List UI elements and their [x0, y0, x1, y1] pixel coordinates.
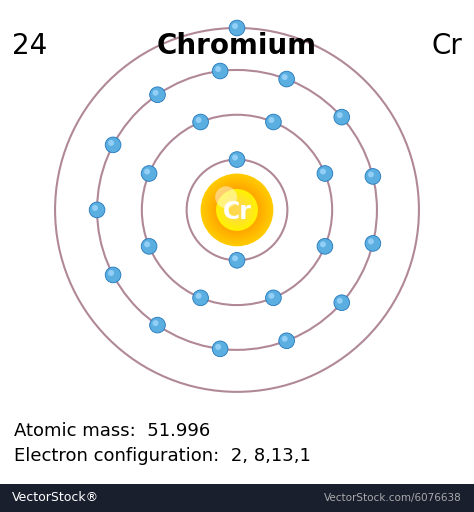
Circle shape	[193, 290, 209, 306]
Circle shape	[209, 182, 265, 238]
Circle shape	[317, 239, 333, 254]
Circle shape	[265, 114, 281, 130]
Circle shape	[320, 241, 326, 247]
Circle shape	[368, 239, 374, 244]
Circle shape	[202, 175, 272, 245]
Circle shape	[150, 317, 165, 333]
Circle shape	[92, 205, 98, 211]
Bar	[0, 484, 474, 512]
Circle shape	[204, 177, 270, 243]
Circle shape	[141, 239, 157, 254]
Circle shape	[215, 66, 221, 72]
Circle shape	[205, 178, 269, 242]
Text: Chromium: Chromium	[157, 32, 317, 60]
Circle shape	[206, 179, 268, 241]
Circle shape	[214, 187, 260, 233]
Circle shape	[337, 298, 343, 304]
Circle shape	[229, 252, 245, 268]
Circle shape	[232, 255, 238, 261]
Circle shape	[218, 190, 256, 229]
Circle shape	[210, 183, 264, 237]
Circle shape	[228, 201, 246, 219]
Circle shape	[219, 192, 255, 228]
Text: Cr: Cr	[223, 200, 251, 224]
Circle shape	[231, 204, 243, 216]
Circle shape	[229, 152, 245, 167]
Circle shape	[229, 202, 245, 218]
Circle shape	[279, 333, 294, 349]
Circle shape	[108, 140, 114, 146]
Circle shape	[317, 166, 333, 181]
Circle shape	[268, 293, 274, 299]
Circle shape	[193, 114, 209, 130]
Circle shape	[215, 344, 221, 350]
Circle shape	[231, 204, 243, 216]
Circle shape	[213, 186, 261, 234]
Circle shape	[224, 197, 250, 223]
Circle shape	[201, 174, 273, 246]
Circle shape	[219, 191, 255, 228]
Circle shape	[150, 87, 165, 102]
Circle shape	[141, 166, 157, 181]
Text: Cr: Cr	[431, 32, 462, 60]
Circle shape	[226, 199, 248, 221]
Circle shape	[196, 117, 201, 123]
Circle shape	[279, 71, 294, 87]
Circle shape	[207, 180, 267, 240]
Circle shape	[201, 174, 273, 246]
Circle shape	[221, 194, 253, 226]
Circle shape	[225, 198, 249, 222]
Circle shape	[153, 90, 158, 96]
Circle shape	[265, 290, 281, 306]
Circle shape	[229, 20, 245, 36]
Circle shape	[282, 74, 288, 80]
Circle shape	[209, 181, 265, 239]
Circle shape	[222, 195, 252, 225]
Circle shape	[228, 201, 246, 219]
Circle shape	[215, 188, 259, 231]
Circle shape	[212, 63, 228, 79]
Circle shape	[337, 112, 343, 118]
Circle shape	[144, 241, 150, 247]
Circle shape	[153, 320, 158, 326]
Circle shape	[215, 186, 237, 208]
Circle shape	[204, 177, 270, 243]
Circle shape	[89, 202, 105, 218]
Circle shape	[105, 267, 121, 283]
Circle shape	[203, 176, 271, 244]
Circle shape	[108, 270, 114, 276]
Circle shape	[365, 236, 381, 251]
Circle shape	[227, 200, 247, 220]
Circle shape	[216, 189, 258, 231]
Text: 24: 24	[12, 32, 47, 60]
Circle shape	[217, 190, 257, 230]
Circle shape	[221, 195, 253, 225]
Circle shape	[215, 187, 259, 232]
Circle shape	[105, 137, 121, 153]
Circle shape	[368, 172, 374, 178]
Circle shape	[211, 184, 263, 236]
Circle shape	[196, 293, 201, 299]
Text: VectorStock.com/6076638: VectorStock.com/6076638	[324, 493, 462, 503]
Circle shape	[223, 196, 251, 224]
Circle shape	[282, 336, 288, 342]
Circle shape	[232, 155, 238, 161]
Circle shape	[230, 203, 244, 217]
Text: VectorStock®: VectorStock®	[12, 492, 99, 504]
Circle shape	[144, 168, 150, 175]
Circle shape	[268, 117, 274, 123]
Circle shape	[212, 341, 228, 357]
Circle shape	[334, 295, 350, 311]
Circle shape	[225, 198, 249, 222]
Circle shape	[365, 168, 381, 184]
Circle shape	[212, 185, 262, 234]
Circle shape	[208, 181, 266, 239]
Circle shape	[232, 23, 238, 29]
Circle shape	[210, 184, 264, 236]
Circle shape	[220, 193, 254, 227]
Circle shape	[334, 109, 350, 125]
Text: Electron configuration:  2, 8,13,1: Electron configuration: 2, 8,13,1	[14, 447, 311, 465]
Text: Atomic mass:  51.996: Atomic mass: 51.996	[14, 422, 210, 440]
Circle shape	[320, 168, 326, 175]
